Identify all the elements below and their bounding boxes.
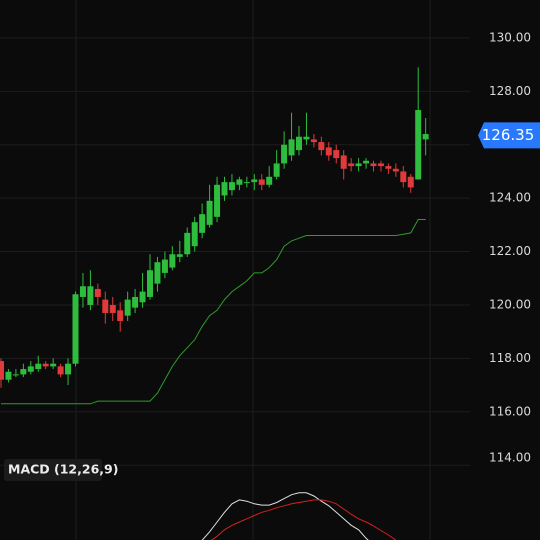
candle-body bbox=[57, 366, 64, 375]
candle-body bbox=[288, 139, 295, 156]
candle-body bbox=[415, 110, 422, 180]
y-tick-label: 128.00 bbox=[489, 84, 531, 98]
candle-body bbox=[363, 160, 370, 164]
y-tick-label: 122.00 bbox=[489, 244, 531, 258]
candle-body bbox=[273, 163, 280, 177]
signal-line bbox=[210, 499, 397, 540]
candle-body bbox=[214, 184, 221, 217]
y-tick-label: 130.00 bbox=[489, 30, 531, 44]
candle-body bbox=[303, 136, 310, 140]
candle-body bbox=[176, 254, 183, 257]
candle-body bbox=[117, 310, 124, 321]
y-tick-label: 118.00 bbox=[489, 351, 531, 365]
candle-body bbox=[161, 259, 168, 273]
candle-body bbox=[0, 361, 4, 380]
candle-body bbox=[199, 214, 206, 233]
candle-body bbox=[251, 179, 258, 183]
candle-body bbox=[385, 166, 392, 169]
candle-body bbox=[348, 163, 355, 167]
candle-body bbox=[184, 232, 191, 255]
last-price-box bbox=[478, 122, 540, 149]
candle-body bbox=[42, 363, 49, 367]
candle-body bbox=[50, 363, 57, 367]
candle-body bbox=[169, 254, 176, 268]
candle-body bbox=[407, 176, 414, 188]
y-tick-label: 114.00 bbox=[489, 451, 531, 465]
candle-body bbox=[318, 142, 325, 151]
candle-body bbox=[221, 182, 228, 196]
candle-body bbox=[12, 374, 19, 376]
candle-body bbox=[243, 182, 250, 184]
candle-body bbox=[236, 179, 243, 185]
candle-body bbox=[310, 139, 317, 143]
candle-body bbox=[340, 155, 347, 169]
plot bbox=[0, 37, 470, 540]
trailing-line bbox=[1, 219, 426, 405]
y-tick-label: 124.00 bbox=[489, 191, 531, 205]
macd-line bbox=[201, 492, 369, 540]
candle-body bbox=[147, 270, 153, 297]
y-tick-label: 120.00 bbox=[489, 297, 531, 311]
candle-body bbox=[370, 163, 377, 167]
candle-body bbox=[422, 134, 429, 140]
candle-body bbox=[281, 144, 288, 164]
candle-body bbox=[27, 366, 34, 372]
candle-body bbox=[400, 171, 407, 183]
candle-body bbox=[296, 136, 302, 151]
candle-body bbox=[266, 176, 273, 185]
candle-body bbox=[206, 200, 213, 225]
candle-body bbox=[109, 304, 116, 313]
candle-body bbox=[154, 262, 161, 284]
candle-body bbox=[377, 163, 384, 167]
candle-body bbox=[94, 288, 101, 297]
candle-body bbox=[355, 163, 362, 167]
candle-body bbox=[132, 296, 139, 308]
candle-body bbox=[124, 299, 131, 316]
candle-body bbox=[87, 286, 94, 305]
candle-body bbox=[325, 147, 332, 156]
candle-body bbox=[20, 369, 27, 375]
candle-body bbox=[333, 150, 340, 159]
last-price-label: 126.35 bbox=[482, 126, 535, 144]
candle-body bbox=[79, 286, 86, 297]
candle-body bbox=[228, 182, 235, 191]
candle-body bbox=[139, 291, 146, 303]
candle-body bbox=[35, 363, 42, 370]
candle-body bbox=[258, 179, 265, 185]
candle-body bbox=[392, 168, 399, 172]
candle-body bbox=[72, 294, 79, 364]
candle-body bbox=[5, 371, 12, 380]
candle-body bbox=[191, 222, 198, 247]
candle-body bbox=[102, 299, 109, 313]
candle-body bbox=[65, 363, 72, 375]
y-tick-label: 116.00 bbox=[489, 404, 531, 418]
macd-title-box bbox=[4, 459, 102, 481]
macd-title: MACD (12,26,9) bbox=[8, 462, 118, 477]
